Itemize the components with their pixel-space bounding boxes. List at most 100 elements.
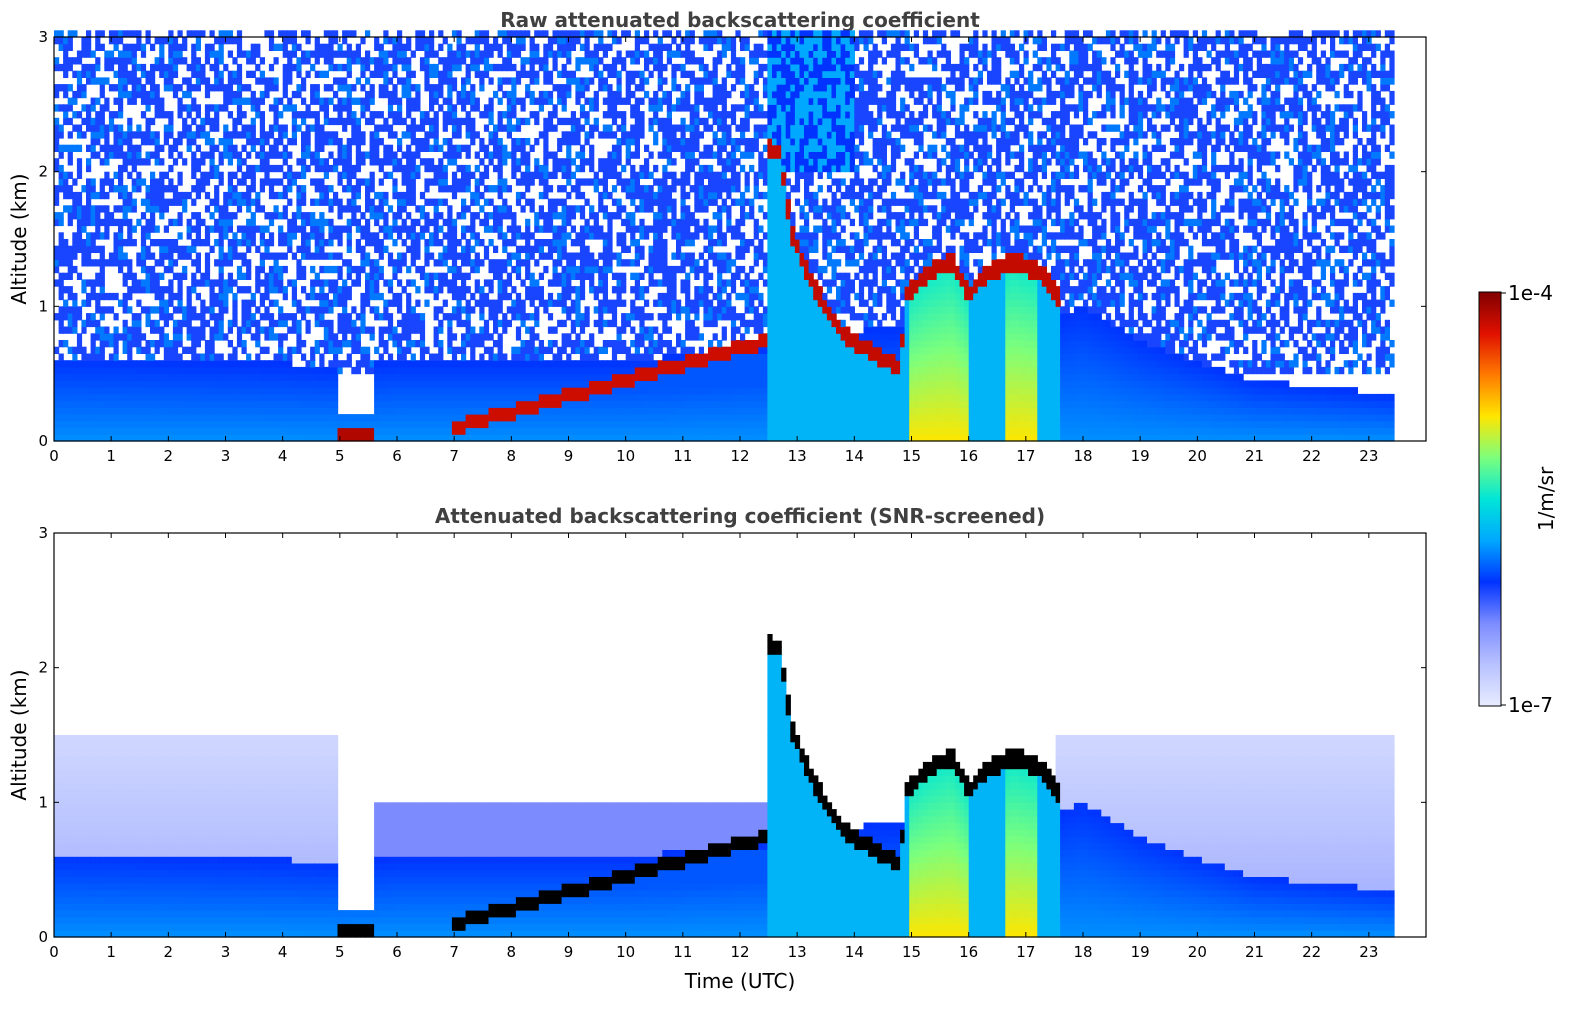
heatmap-cell: [127, 326, 133, 334]
heatmap-cell: [99, 117, 105, 126]
heatmap-cell: [461, 164, 467, 173]
heatmap-cell: [172, 353, 179, 361]
heatmap-cell: [328, 373, 334, 381]
heatmap-cell: [607, 407, 613, 415]
heatmap-cell: [204, 353, 211, 361]
heatmap-cell: [575, 164, 581, 173]
heatmap-cell: [515, 313, 522, 321]
heatmap-cell: [227, 225, 233, 233]
heatmap-cell: [291, 212, 297, 220]
heatmap-cell: [223, 63, 229, 72]
heatmap-cell: [246, 380, 252, 388]
heatmap-cell: [218, 259, 224, 267]
heatmap-cell: [392, 340, 398, 348]
heatmap-cell: [282, 77, 288, 85]
heatmap-cell: [561, 245, 567, 253]
heatmap-cell: [259, 279, 265, 287]
heatmap-cell: [387, 111, 394, 119]
heatmap-cell: [346, 239, 352, 247]
heatmap-cell: [447, 313, 453, 321]
heatmap-cell: [301, 306, 307, 314]
heatmap-cell: [392, 43, 398, 51]
heatmap-cell: [493, 225, 499, 233]
heatmap-cell: [287, 218, 293, 227]
heatmap-cell: [264, 434, 270, 442]
heatmap-cell: [479, 306, 485, 314]
heatmap-cell: [54, 191, 60, 200]
heatmap-cell: [67, 265, 73, 274]
heatmap-cell: [273, 178, 279, 186]
heatmap-cell: [474, 252, 480, 260]
heatmap-cell: [278, 366, 284, 375]
heatmap-cell: [465, 151, 471, 159]
heatmap-cell: [401, 63, 407, 72]
heatmap-cell: [383, 124, 389, 132]
heatmap-cell: [76, 191, 83, 200]
heatmap-cell: [438, 387, 444, 395]
heatmap-cell: [543, 387, 549, 395]
heatmap-cell: [168, 400, 174, 408]
heatmap-cell: [168, 43, 174, 51]
heatmap-cell: [351, 171, 357, 179]
heatmap-cell: [250, 198, 256, 206]
heatmap-cell: [552, 366, 558, 375]
heatmap-cell: [497, 151, 503, 159]
heatmap-cell: [72, 346, 78, 354]
heatmap-cell: [191, 97, 197, 105]
heatmap-cell: [163, 171, 169, 179]
heatmap-cell: [365, 286, 371, 294]
heatmap-cell: [447, 104, 453, 112]
heatmap-cell: [378, 158, 384, 166]
heatmap-cell: [561, 434, 567, 442]
heatmap-cell: [410, 306, 416, 314]
heatmap-cell: [525, 360, 531, 368]
heatmap-cell: [150, 414, 156, 422]
heatmap-cell: [529, 340, 535, 348]
heatmap-cell: [589, 30, 595, 38]
heatmap-cell: [163, 407, 169, 415]
heatmap-cell: [127, 373, 133, 381]
heatmap-cell: [552, 265, 558, 274]
heatmap-cell: [200, 427, 206, 435]
heatmap-cell: [186, 30, 192, 38]
heatmap-cell: [218, 70, 224, 78]
heatmap-cell: [319, 43, 325, 51]
heatmap-cell: [584, 30, 590, 38]
heatmap-cell: [497, 63, 503, 72]
heatmap-cell: [195, 111, 201, 119]
heatmap-cell: [259, 265, 265, 274]
heatmap-cell: [479, 373, 485, 381]
heatmap-cell: [250, 333, 256, 341]
heatmap-cell: [159, 205, 165, 213]
heatmap-cell: [273, 151, 279, 159]
heatmap-cell: [534, 292, 540, 301]
heatmap-cell: [525, 265, 531, 274]
heatmap-cell: [543, 185, 549, 193]
heatmap-cell: [483, 420, 490, 429]
heatmap-cell: [406, 313, 412, 321]
heatmap-cell: [113, 111, 119, 119]
heatmap-cell: [191, 151, 197, 159]
heatmap-cell: [470, 353, 476, 361]
heatmap-cell: [493, 366, 499, 375]
heatmap-cell: [319, 319, 325, 328]
heatmap-cell: [456, 434, 462, 442]
heatmap-cell: [511, 124, 517, 132]
heatmap-cell: [140, 259, 147, 267]
heatmap-cell: [360, 427, 366, 435]
heatmap-cell: [227, 84, 233, 92]
heatmap-cell: [131, 70, 137, 78]
heatmap-cell: [378, 212, 384, 220]
heatmap-cell: [145, 245, 151, 253]
heatmap-cell: [72, 245, 78, 253]
heatmap-cell: [319, 292, 325, 301]
heatmap-cell: [488, 158, 494, 166]
heatmap-cell: [579, 400, 586, 408]
heatmap-cell: [145, 407, 151, 415]
heatmap-cell: [154, 185, 160, 193]
heatmap-cell: [287, 360, 293, 368]
heatmap-cell: [470, 37, 476, 45]
heatmap-cell: [58, 427, 64, 435]
heatmap-cell: [214, 70, 220, 78]
heatmap-cell: [186, 366, 192, 375]
